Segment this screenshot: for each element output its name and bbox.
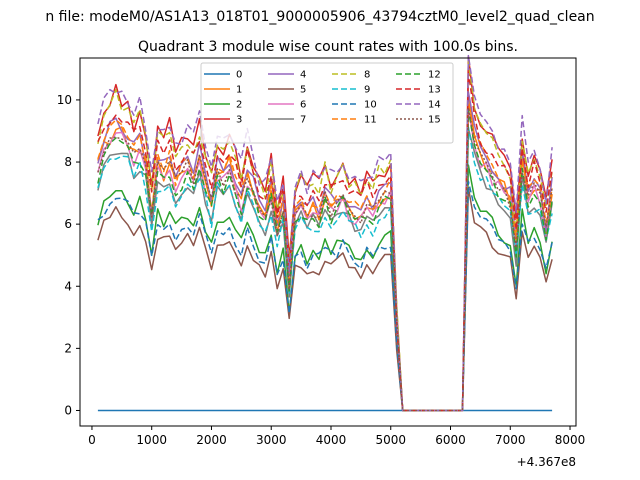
- x-axis: 0 1000 2000 3000 4000 5000 6000 7000 8000: [88, 426, 585, 447]
- figure-suptitle: n file: modeM0/AS1A13_018T01_9000005906_…: [45, 9, 594, 25]
- x-tick-label: 0: [88, 433, 96, 447]
- series-line-13: [97, 71, 553, 412]
- plot-area: [79, 54, 577, 427]
- x-tick-label: 3000: [256, 433, 287, 447]
- x-tick-label: 8000: [555, 433, 586, 447]
- legend-label-7: 7: [300, 115, 306, 126]
- legend-label-10: 10: [364, 100, 377, 111]
- series-line-12: [97, 109, 553, 412]
- legend-label-12: 12: [428, 70, 441, 81]
- x-tick-label: 2000: [196, 433, 227, 447]
- x-tick-label: 1000: [136, 433, 167, 447]
- y-tick-label: 4: [64, 279, 72, 293]
- legend-label-11: 11: [364, 115, 377, 126]
- legend-label-1: 1: [236, 85, 242, 96]
- x-offset-label: +4.367e8: [517, 455, 576, 469]
- legend-label-4: 4: [300, 70, 306, 81]
- x-tick-label: 7000: [495, 433, 526, 447]
- y-tick-label: 8: [64, 155, 72, 169]
- legend-label-13: 13: [428, 85, 441, 96]
- legend-label-0: 0: [236, 70, 242, 81]
- chart-title: Quadrant 3 module wise count rates with …: [138, 39, 518, 55]
- series-layer: [97, 54, 553, 412]
- legend-label-14: 14: [428, 100, 441, 111]
- series-line-14: [97, 54, 553, 412]
- series-line-8: [97, 59, 553, 412]
- x-tick-label: 4000: [316, 433, 347, 447]
- y-tick-label: 10: [57, 93, 72, 107]
- y-tick-label: 0: [64, 403, 72, 417]
- y-tick-label: 6: [64, 217, 72, 231]
- series-line-2: [97, 164, 553, 412]
- axes-frame: [79, 57, 577, 427]
- series-line-5: [97, 186, 553, 412]
- legend-label-5: 5: [300, 85, 306, 96]
- x-tick-label: 6000: [435, 433, 466, 447]
- legend-label-15: 15: [428, 115, 441, 126]
- series-line-15: [97, 106, 553, 412]
- legend-label-2: 2: [236, 100, 242, 111]
- series-line-9: [97, 126, 553, 412]
- legend-label-8: 8: [364, 70, 370, 81]
- legend-label-6: 6: [300, 100, 306, 111]
- legend-label-3: 3: [236, 115, 242, 126]
- y-axis: 0 2 4 6 8 10: [57, 93, 80, 417]
- series-line-10: [97, 180, 553, 412]
- y-tick-label: 2: [64, 341, 72, 355]
- legend-label-9: 9: [364, 85, 370, 96]
- series-line-11: [97, 102, 553, 412]
- x-tick-label: 5000: [375, 433, 406, 447]
- legend-box: [200, 62, 454, 144]
